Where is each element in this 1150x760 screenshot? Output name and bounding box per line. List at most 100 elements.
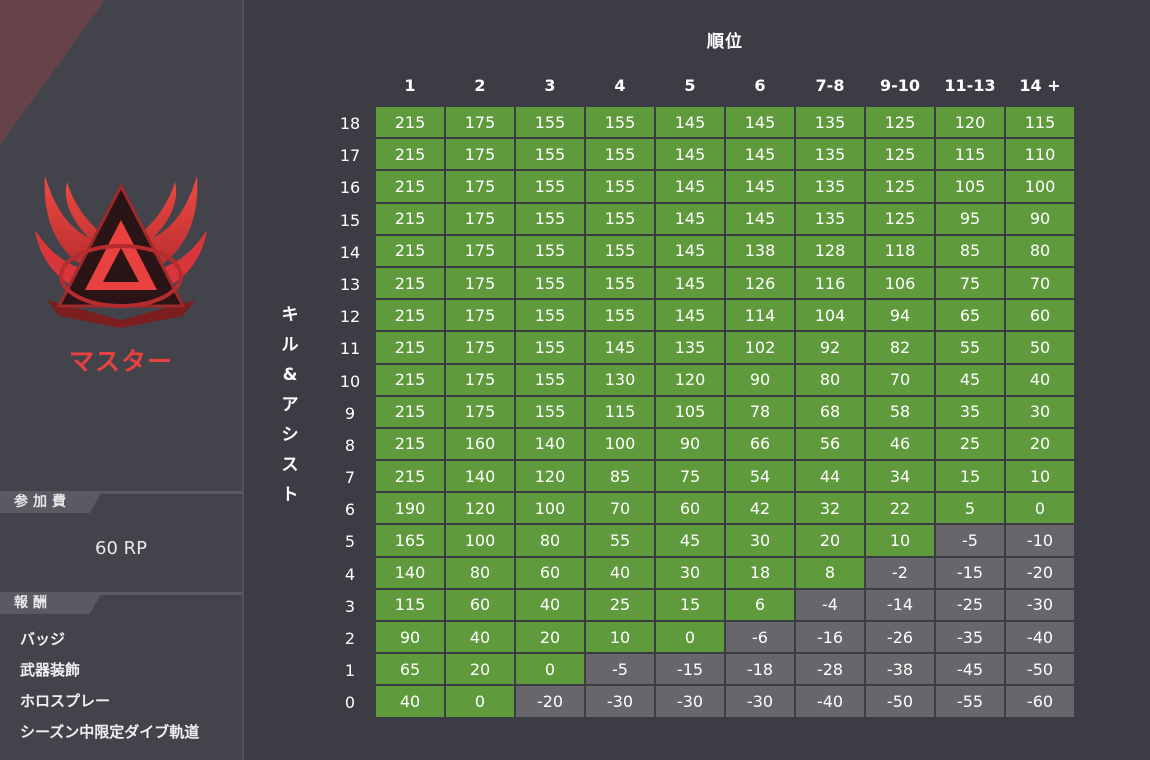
placement-column-headers: 1 2 3 4 5 6 7-8 9-10 11-13 14 + <box>375 76 1075 98</box>
table-cell: 160 <box>446 428 514 460</box>
table-cell: -30 <box>656 686 724 717</box>
table-cell: 25 <box>586 589 654 620</box>
table-cell: 175 <box>446 267 514 299</box>
table-cell: 175 <box>446 396 514 427</box>
table-cell: 40 <box>376 686 444 717</box>
table-cell: 65 <box>936 300 1004 331</box>
table-cell: 15 <box>656 589 724 620</box>
table-cell: 120 <box>516 461 584 492</box>
table-cell: 215 <box>376 107 444 138</box>
column-header: 11-13 <box>944 76 996 95</box>
table-cell: -15 <box>936 557 1004 588</box>
rank-name: マスター <box>68 347 173 376</box>
table-cell: 0 <box>656 622 724 653</box>
table-cell: -40 <box>1006 622 1074 653</box>
placement-axis-title: 順位 <box>707 32 743 52</box>
table-cell: -5 <box>586 654 654 685</box>
table-cell: 90 <box>376 622 444 653</box>
table-cell: 5 <box>936 493 1004 524</box>
table-cell: 215 <box>376 364 444 395</box>
table-cell: 215 <box>376 300 444 331</box>
table-cell: 70 <box>586 493 654 524</box>
table-cell: 175 <box>446 332 514 363</box>
table-cell: -60 <box>1006 686 1074 717</box>
table-cell: 135 <box>796 171 864 202</box>
table-cell: 90 <box>726 364 794 395</box>
table-cell: 175 <box>446 203 514 234</box>
row-header: 4 <box>344 564 356 584</box>
row-header: 7 <box>344 468 356 488</box>
table-cell: 155 <box>516 171 584 202</box>
row-header: 16 <box>339 178 361 198</box>
table-cell: 10 <box>586 622 654 653</box>
table-cell: 90 <box>656 428 724 460</box>
table-cell: 50 <box>1006 332 1074 363</box>
row-header: 15 <box>339 210 361 230</box>
table-cell: 145 <box>656 139 724 170</box>
rp-points-table: 215 175 155 155 145 145 135 125 120 115 215 175 155 1… <box>375 106 1075 718</box>
table-cell: -45 <box>936 654 1004 685</box>
table-cell: -5 <box>936 525 1004 556</box>
table-cell: 138 <box>726 235 794 266</box>
table-cell: -6 <box>726 622 794 653</box>
table-cell: 115 <box>936 139 1004 170</box>
table-cell: -26 <box>866 622 934 653</box>
table-cell: 100 <box>586 428 654 460</box>
table-cell: 32 <box>796 493 864 524</box>
table-cell: -38 <box>866 654 934 685</box>
table-cell: 115 <box>586 396 654 427</box>
table-cell: 110 <box>1006 139 1074 170</box>
table-cell: 155 <box>516 235 584 266</box>
row-header: 8 <box>344 435 356 455</box>
rewards-list: バッジ 武器装飾 ホロスプレー シーズン中限定ダイブ軌道 <box>20 628 199 752</box>
master-rank-emblem-icon <box>35 176 207 328</box>
table-cell: 135 <box>656 332 724 363</box>
row-header: 12 <box>339 307 361 327</box>
table-cell: -16 <box>796 622 864 653</box>
table-cell: 46 <box>866 428 934 460</box>
row-header: 5 <box>344 532 356 552</box>
table-cell: 118 <box>866 235 934 266</box>
rewards-section: 報酬 <box>0 592 242 614</box>
row-header: 18 <box>339 114 361 133</box>
table-cell: 15 <box>936 461 1004 492</box>
table-cell: -50 <box>1006 654 1074 685</box>
table-cell: 135 <box>796 203 864 234</box>
table-cell: 30 <box>656 557 724 588</box>
table-cell: 140 <box>446 461 514 492</box>
kill-row-headers: 18 17 16 15 14 13 12 11 10 9 8 7 6 5 4 3 2 1 0 <box>330 108 370 720</box>
row-header: 3 <box>344 596 356 616</box>
table-cell: 145 <box>656 203 724 234</box>
table-cell: 56 <box>796 428 864 460</box>
table-cell: 175 <box>446 300 514 331</box>
table-cell: 60 <box>1006 300 1074 331</box>
table-cell: -20 <box>1006 557 1074 588</box>
table-cell: 60 <box>516 557 584 588</box>
table-cell: 70 <box>866 364 934 395</box>
table-cell: 6 <box>726 589 794 620</box>
table-cell: 155 <box>516 139 584 170</box>
table-cell: 145 <box>656 235 724 266</box>
column-header: 7-8 <box>815 76 845 95</box>
column-header: 4 <box>614 76 626 95</box>
column-header: 6 <box>754 76 766 95</box>
table-cell: 104 <box>796 300 864 331</box>
table-cell: -35 <box>936 622 1004 653</box>
table-cell: 40 <box>516 589 584 620</box>
table-cell: 120 <box>656 364 724 395</box>
table-cell: 40 <box>1006 364 1074 395</box>
table-cell: 42 <box>726 493 794 524</box>
table-cell: 155 <box>516 267 584 299</box>
table-cell: 155 <box>516 300 584 331</box>
table-cell: 126 <box>726 267 794 299</box>
table-cell: 165 <box>376 525 444 556</box>
table-cell: 60 <box>656 493 724 524</box>
reward-item: バッジ <box>20 630 66 648</box>
row-header: 17 <box>339 146 361 166</box>
reward-item: 武器装飾 <box>20 661 81 679</box>
table-cell: -25 <box>936 589 1004 620</box>
table-cell: 175 <box>446 235 514 266</box>
table-cell: 130 <box>586 364 654 395</box>
table-cell: 85 <box>936 235 1004 266</box>
table-cell: 145 <box>726 139 794 170</box>
